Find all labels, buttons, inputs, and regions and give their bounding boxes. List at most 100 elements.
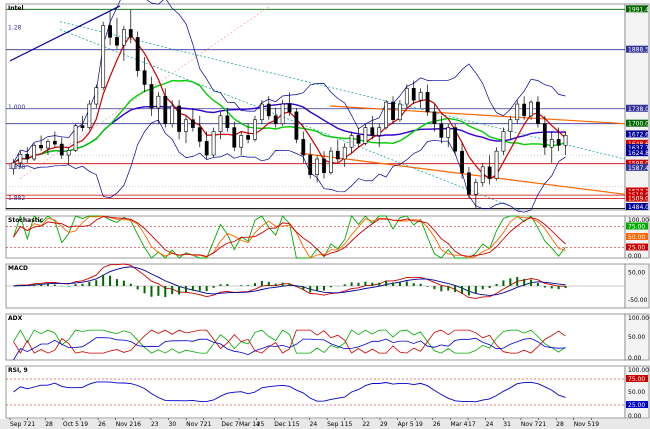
candle-body[interactable] <box>52 141 57 145</box>
candle-body[interactable] <box>377 127 382 136</box>
candle-body[interactable] <box>515 103 520 121</box>
candle-body[interactable] <box>494 150 499 179</box>
candle-body[interactable] <box>204 141 209 156</box>
candle-body[interactable] <box>432 111 437 124</box>
candle-body[interactable] <box>556 139 561 146</box>
macd-hist-bar <box>81 283 84 286</box>
candle-body[interactable] <box>108 25 112 38</box>
candle-body[interactable] <box>253 119 257 140</box>
candle-body[interactable] <box>529 101 533 117</box>
candle-body[interactable] <box>87 103 92 128</box>
candle-body[interactable] <box>184 119 188 132</box>
candle-body[interactable] <box>315 158 320 175</box>
candle-body[interactable] <box>177 105 181 132</box>
x-tick-label: 28 <box>556 421 564 428</box>
candle-body[interactable] <box>128 29 133 38</box>
adx-axis-label: 100.00 <box>628 315 649 322</box>
rsi-axis-label-tag <box>626 375 648 382</box>
x-tick-label: 24 <box>310 421 318 428</box>
candle-body[interactable] <box>308 154 313 175</box>
candle-body[interactable] <box>411 88 416 101</box>
candle-body[interactable] <box>287 103 292 113</box>
candle-body[interactable] <box>11 162 16 170</box>
x-tick-label: Nov 7 <box>521 421 539 428</box>
candle-body[interactable] <box>101 25 106 88</box>
candle-body[interactable] <box>501 131 506 152</box>
macd-hist-bar <box>198 286 201 291</box>
candle-body[interactable] <box>121 29 126 46</box>
candle-body[interactable] <box>522 103 527 117</box>
candle-body[interactable] <box>329 150 333 174</box>
candle-body[interactable] <box>391 101 395 121</box>
candle-body[interactable] <box>439 123 444 138</box>
macd-hist-bar <box>398 282 401 286</box>
candle-body[interactable] <box>190 119 195 128</box>
candle-body[interactable] <box>542 123 547 148</box>
candle-body[interactable] <box>80 125 85 128</box>
candle-body[interactable] <box>59 143 64 156</box>
candle-body[interactable] <box>246 135 250 140</box>
x-tick-label: 16 <box>133 421 141 428</box>
candle-body[interactable] <box>473 182 478 195</box>
macd-hist-bar <box>509 278 512 286</box>
candle-body[interactable] <box>294 111 299 140</box>
candle-body[interactable] <box>549 139 554 148</box>
candle-body[interactable] <box>446 127 451 138</box>
macd-hist-bar <box>364 281 367 286</box>
candle-body[interactable] <box>480 166 485 183</box>
candle-body[interactable] <box>563 135 568 146</box>
candle-body[interactable] <box>115 37 119 46</box>
candle-body[interactable] <box>425 91 430 113</box>
candle-body[interactable] <box>356 135 361 144</box>
price-tag-label: 1991.44 <box>628 6 650 13</box>
candle-body[interactable] <box>418 91 423 101</box>
candle-body[interactable] <box>39 144 43 149</box>
candle-body[interactable] <box>335 150 340 160</box>
candle-body[interactable] <box>66 150 71 156</box>
candle-body[interactable] <box>467 172 471 195</box>
candle-body[interactable] <box>163 95 168 124</box>
candle-body[interactable] <box>487 166 492 179</box>
candle-body[interactable] <box>32 144 37 160</box>
candle-body[interactable] <box>273 115 278 124</box>
macd-hist-bar <box>178 286 181 295</box>
candle-body[interactable] <box>232 127 237 148</box>
candle-body[interactable] <box>211 131 216 156</box>
candle-body[interactable] <box>225 115 230 128</box>
candle-body[interactable] <box>46 141 50 149</box>
x-tick-label: 25 <box>257 421 265 428</box>
candle-body[interactable] <box>170 105 175 124</box>
candle-body[interactable] <box>280 103 285 124</box>
candle-body[interactable] <box>342 146 347 160</box>
candle-body[interactable] <box>94 87 99 105</box>
candle-body[interactable] <box>398 103 402 121</box>
candle-body[interactable] <box>197 127 202 142</box>
candle-body[interactable] <box>73 125 78 151</box>
candle-body[interactable] <box>239 135 244 148</box>
candle-body[interactable] <box>266 103 271 117</box>
stoch-axis-label: 0.00 <box>628 253 642 260</box>
candle-body[interactable] <box>404 88 409 105</box>
candle-body[interactable] <box>460 150 464 174</box>
x-tick-label: 17 <box>468 421 476 428</box>
candle-body[interactable] <box>363 127 368 144</box>
candle-body[interactable] <box>349 135 354 148</box>
candle-body[interactable] <box>508 119 513 132</box>
candle-body[interactable] <box>536 101 540 124</box>
candle-body[interactable] <box>156 95 161 109</box>
candle-body[interactable] <box>18 153 23 164</box>
candle-body[interactable] <box>259 103 264 121</box>
candle-body[interactable] <box>301 139 306 156</box>
candle-body[interactable] <box>142 70 147 85</box>
candle-body[interactable] <box>453 127 458 152</box>
candle-body[interactable] <box>370 127 375 136</box>
candle-body[interactable] <box>322 158 326 174</box>
macd-axis-label: -50.00 <box>628 297 648 304</box>
candle-body[interactable] <box>384 101 389 128</box>
candle-body[interactable] <box>25 153 30 160</box>
stoch-axis-label: 50.00 <box>628 234 645 241</box>
candle-body[interactable] <box>135 37 140 72</box>
candle-body[interactable] <box>149 84 154 109</box>
candle-body[interactable] <box>218 115 223 132</box>
